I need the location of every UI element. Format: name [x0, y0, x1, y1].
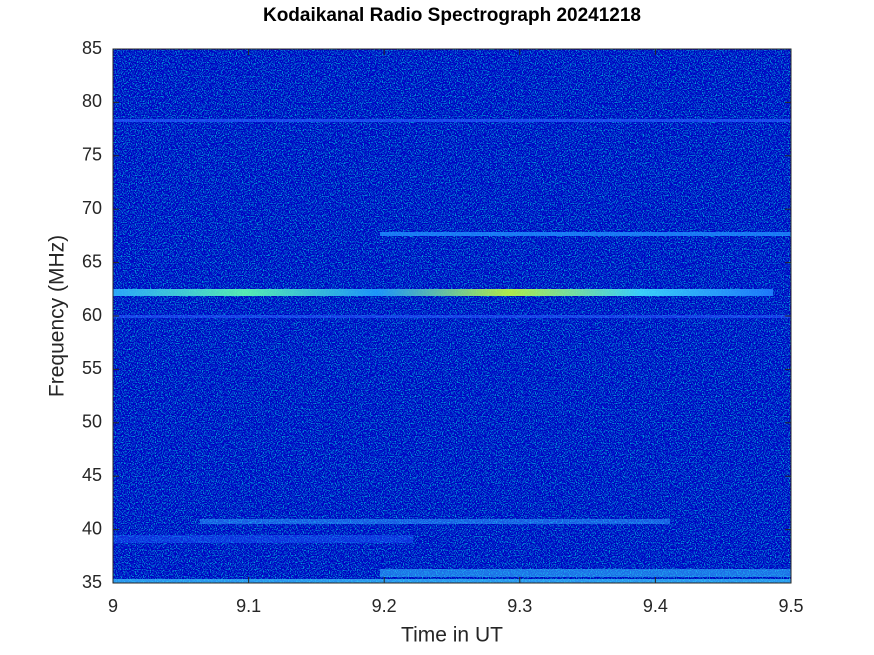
emission-band [113, 535, 413, 543]
y-tick-label: 80 [82, 91, 102, 111]
chart-title: Kodaikanal Radio Spectrograph 20241218 [263, 5, 641, 26]
spectrogram [113, 49, 791, 583]
y-tick-label: 35 [82, 572, 102, 592]
y-tick-label: 45 [82, 465, 102, 485]
y-tick-label: 40 [82, 518, 102, 538]
y-tick-label: 60 [82, 305, 102, 325]
emission-band [380, 569, 791, 577]
x-tick-label: 9.3 [507, 596, 532, 616]
x-tick-label: 9.5 [778, 596, 803, 616]
y-tick-label: 70 [82, 198, 102, 218]
emission-band [113, 119, 791, 122]
x-tick-label: 9.2 [372, 596, 397, 616]
x-tick-label: 9 [108, 596, 118, 616]
y-tick-label: 75 [82, 145, 102, 165]
y-tick-label: 55 [82, 358, 102, 378]
emission-band [113, 579, 791, 583]
emission-band [380, 232, 791, 236]
x-axis-label: Time in UT [401, 624, 503, 647]
x-tick-label: 9.1 [236, 596, 261, 616]
x-tick-label: 9.4 [643, 596, 668, 616]
y-tick-label: 50 [82, 412, 102, 432]
emission-band [113, 289, 773, 296]
y-axis-label: Frequency (MHz) [46, 235, 69, 397]
y-tick-label: 65 [82, 251, 102, 271]
emission-band [113, 315, 791, 318]
y-tick-label: 85 [82, 38, 102, 58]
emission-band [200, 519, 670, 524]
